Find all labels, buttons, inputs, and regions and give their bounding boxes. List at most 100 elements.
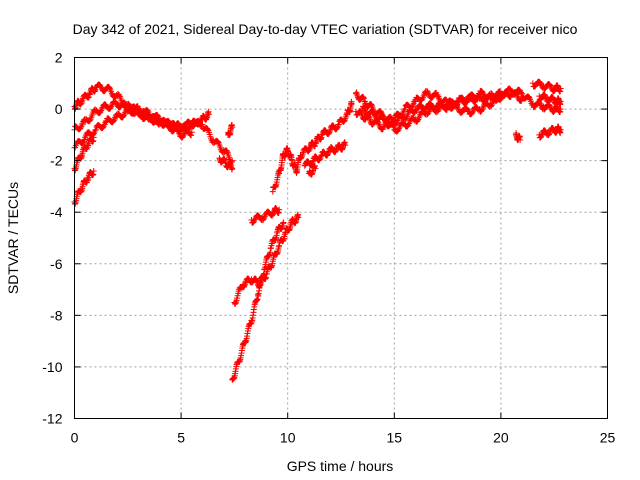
data-point xyxy=(298,154,305,161)
data-point xyxy=(545,131,552,138)
data-point xyxy=(525,93,532,100)
data-point xyxy=(360,95,367,102)
data-points xyxy=(71,78,564,383)
data-point xyxy=(478,107,485,114)
series-track-i xyxy=(229,219,287,383)
data-point xyxy=(537,102,544,109)
series-track-m xyxy=(306,162,319,178)
data-point xyxy=(507,87,514,94)
data-point xyxy=(253,276,260,283)
y-tick-label: -10 xyxy=(42,359,62,375)
data-point xyxy=(86,117,93,124)
series-track-g xyxy=(225,121,236,139)
data-point xyxy=(435,106,442,113)
data-point xyxy=(348,100,355,107)
data-point xyxy=(557,85,564,92)
data-point xyxy=(401,106,408,113)
data-point xyxy=(106,85,113,92)
data-point xyxy=(557,126,564,133)
data-point xyxy=(547,103,554,110)
x-tick-label: 15 xyxy=(387,430,403,446)
data-point xyxy=(480,103,487,110)
data-point xyxy=(414,105,421,112)
series-track-c xyxy=(71,103,195,151)
series-track-s xyxy=(536,123,564,141)
data-point xyxy=(379,112,386,119)
x-axis-label: GPS time / hours xyxy=(287,458,394,474)
data-point xyxy=(395,127,402,134)
data-point xyxy=(435,107,442,114)
data-point xyxy=(196,120,203,127)
data-point xyxy=(547,82,554,89)
data-point xyxy=(332,148,339,155)
data-point xyxy=(455,98,462,105)
data-point xyxy=(229,124,236,131)
y-axis-label: SDTVAR / TECUs xyxy=(5,182,21,294)
data-point xyxy=(144,107,151,114)
data-point xyxy=(557,98,564,105)
data-point xyxy=(519,90,526,97)
y-tick-label: -4 xyxy=(50,204,63,220)
chart-title: Day 342 of 2021, Sidereal Day-to-day VTE… xyxy=(73,21,578,37)
data-point xyxy=(120,113,127,120)
data-point xyxy=(154,112,161,119)
plot-border xyxy=(74,57,608,419)
data-point xyxy=(335,121,342,128)
data-point xyxy=(188,129,195,136)
data-point xyxy=(489,91,496,98)
data-point xyxy=(78,100,85,107)
data-point xyxy=(85,94,92,101)
data-point xyxy=(424,88,431,95)
data-point xyxy=(453,101,460,108)
data-point xyxy=(399,111,406,118)
data-point xyxy=(389,122,396,129)
data-point xyxy=(110,117,117,124)
data-point xyxy=(341,117,348,124)
data-point xyxy=(425,108,432,115)
data-point xyxy=(77,125,84,132)
data-point xyxy=(156,115,163,122)
axis-ticks: 0 5 10 15 20 25 -12 -10 -8 -6 -4 -2 0 2 xyxy=(42,50,615,446)
y-tick-label: -6 xyxy=(50,256,63,272)
data-point xyxy=(517,137,524,144)
data-point xyxy=(479,88,486,95)
data-point xyxy=(316,156,323,163)
data-point xyxy=(454,100,461,107)
data-point xyxy=(108,102,115,109)
data-point xyxy=(546,130,553,137)
data-point xyxy=(409,103,416,110)
data-point xyxy=(473,94,480,101)
data-point xyxy=(108,103,115,110)
series-track-p xyxy=(359,87,504,135)
y-tick-label: 0 xyxy=(55,101,63,117)
data-point xyxy=(188,132,195,139)
data-point xyxy=(232,300,239,307)
data-point xyxy=(309,158,316,165)
data-point xyxy=(443,96,450,103)
data-point xyxy=(92,127,99,134)
data-point xyxy=(469,109,476,116)
data-point xyxy=(326,128,333,135)
data-point xyxy=(538,132,545,139)
data-point xyxy=(479,90,486,97)
x-tick-label: 10 xyxy=(280,430,296,446)
data-point xyxy=(469,108,476,115)
data-point xyxy=(174,125,181,132)
data-point xyxy=(110,118,117,125)
data-point xyxy=(97,83,104,90)
series-track-o xyxy=(352,87,526,133)
data-point xyxy=(425,90,432,97)
data-point xyxy=(164,119,171,126)
data-point xyxy=(487,103,494,110)
data-point xyxy=(174,127,181,133)
data-point xyxy=(223,148,230,155)
x-tick-label: 5 xyxy=(177,430,185,446)
data-point xyxy=(537,79,544,86)
data-point xyxy=(360,94,367,101)
y-tick-label: 2 xyxy=(55,50,63,66)
data-point xyxy=(312,165,319,172)
data-point xyxy=(100,124,107,131)
data-point xyxy=(251,216,258,223)
data-point xyxy=(425,109,432,116)
